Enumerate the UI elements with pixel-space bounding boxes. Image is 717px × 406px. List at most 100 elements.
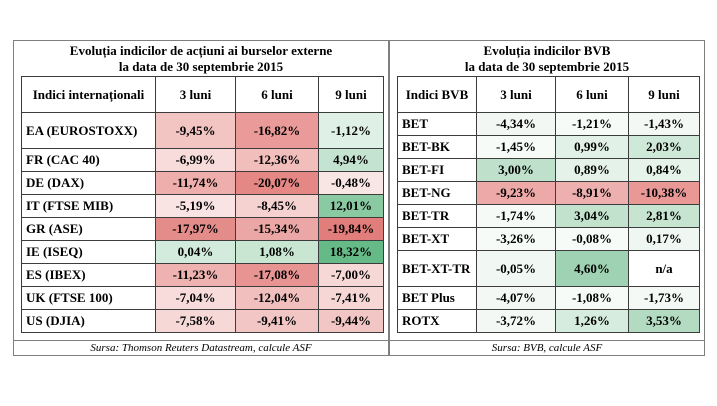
index-name: BET Plus <box>397 286 477 310</box>
index-name: IT (FTSE MIB) <box>21 194 156 218</box>
value-cell: 0,84% <box>628 158 700 182</box>
value-cell: -9,45% <box>155 112 236 149</box>
value-cell: -11,23% <box>155 263 236 287</box>
external-indices-title: Evoluția indicilor de acțiuni ai burselo… <box>14 41 388 76</box>
value-cell: -11,74% <box>155 171 236 195</box>
index-name: DE (DAX) <box>21 171 156 195</box>
value-cell: 0,04% <box>155 240 236 264</box>
value-cell: -15,34% <box>235 217 319 241</box>
table-row: BET-NG -9,23% -8,91% -10,38% <box>397 181 700 205</box>
value-cell: -1,43% <box>628 112 700 136</box>
index-name: BET <box>397 112 477 136</box>
value-cell: -1,08% <box>555 286 629 310</box>
value-cell: 12,01% <box>318 194 384 218</box>
value-cell: -6,99% <box>155 148 236 172</box>
index-name: BET-XT-TR <box>397 250 477 287</box>
value-cell: -17,08% <box>235 263 319 287</box>
table-row: FR (CAC 40) -6,99% -12,36% 4,94% <box>21 148 384 172</box>
header-9-months: 9 luni <box>628 76 700 113</box>
header-6-months: 6 luni <box>235 76 319 113</box>
index-name: ES (IBEX) <box>21 263 156 287</box>
value-cell: -12,36% <box>235 148 319 172</box>
header-3-months: 3 luni <box>155 76 236 113</box>
value-cell: -16,82% <box>235 112 319 149</box>
value-cell: -1,45% <box>476 135 556 159</box>
external-source-note: Sursa: Thomson Reuters Datastream, calcu… <box>14 340 388 355</box>
index-name: GR (ASE) <box>21 217 156 241</box>
value-cell: -0,05% <box>476 250 556 287</box>
table-row: BET -4,34% -1,21% -1,43% <box>397 112 700 136</box>
table-row: ROTX -3,72% 1,26% 3,53% <box>397 309 700 333</box>
value-cell: 3,53% <box>628 309 700 333</box>
index-name: UK (FTSE 100) <box>21 286 156 310</box>
header-indices: Indici internaționali <box>21 76 156 113</box>
external-title-line1: Evoluția indicilor de acțiuni ai burselo… <box>69 43 333 58</box>
table-row: BET Plus -4,07% -1,08% -1,73% <box>397 286 700 310</box>
table-header-row: Indici internaționali 3 luni 6 luni 9 lu… <box>21 76 384 113</box>
value-cell: -19,84% <box>318 217 384 241</box>
value-cell: 2,81% <box>628 204 700 228</box>
bvb-indices-title: Evoluția indicilor BVB la data de 30 sep… <box>390 41 704 76</box>
value-cell: -3,26% <box>476 227 556 251</box>
value-cell: -0,48% <box>318 171 384 195</box>
table-row: BET-BK -1,45% 0,99% 2,03% <box>397 135 700 159</box>
value-cell: 3,04% <box>555 204 629 228</box>
value-cell: 0,99% <box>555 135 629 159</box>
value-cell: -4,34% <box>476 112 556 136</box>
value-cell: -1,12% <box>318 112 384 149</box>
value-cell: -5,19% <box>155 194 236 218</box>
value-cell: 0,17% <box>628 227 700 251</box>
value-cell: -8,45% <box>235 194 319 218</box>
bvb-title-line2: la data de 30 septembrie 2015 <box>464 59 630 74</box>
bvb-source-note: Sursa: BVB, calcule ASF <box>390 340 704 355</box>
header-3-months: 3 luni <box>476 76 556 113</box>
value-cell: -8,91% <box>555 181 629 205</box>
value-cell: -7,00% <box>318 263 384 287</box>
value-cell: -7,04% <box>155 286 236 310</box>
value-cell: 2,03% <box>628 135 700 159</box>
value-cell: 0,89% <box>555 158 629 182</box>
external-indices-panel: Evoluția indicilor de acțiuni ai burselo… <box>13 40 389 356</box>
value-cell: 1,08% <box>235 240 319 264</box>
table-row: BET-FI 3,00% 0,89% 0,84% <box>397 158 700 182</box>
table-row: US (DJIA) -7,58% -9,41% -9,44% <box>21 309 384 333</box>
bvb-indices-table: Indici BVB 3 luni 6 luni 9 luni BET -4,34… <box>397 76 700 333</box>
bvb-indices-panel: Evoluția indicilor BVB la data de 30 sep… <box>389 40 705 356</box>
value-cell: -1,73% <box>628 286 700 310</box>
index-name: US (DJIA) <box>21 309 156 333</box>
index-name: BET-FI <box>397 158 477 182</box>
index-name: EA (EUROSTOXX) <box>21 112 156 149</box>
index-name: FR (CAC 40) <box>21 148 156 172</box>
value-cell: -7,58% <box>155 309 236 333</box>
table-row: IT (FTSE MIB) -5,19% -8,45% 12,01% <box>21 194 384 218</box>
index-name: ROTX <box>397 309 477 333</box>
value-cell: 3,00% <box>476 158 556 182</box>
value-cell: -12,04% <box>235 286 319 310</box>
value-cell: -1,74% <box>476 204 556 228</box>
value-cell: -4,07% <box>476 286 556 310</box>
value-cell: -1,21% <box>555 112 629 136</box>
external-indices-table: Indici internaționali 3 luni 6 luni 9 lu… <box>21 76 384 333</box>
index-name: BET-XT <box>397 227 477 251</box>
value-cell: -17,97% <box>155 217 236 241</box>
value-cell: -9,23% <box>476 181 556 205</box>
table-header-row: Indici BVB 3 luni 6 luni 9 luni <box>397 76 700 113</box>
index-name: IE (ISEQ) <box>21 240 156 264</box>
table-row: IE (ISEQ) 0,04% 1,08% 18,32% <box>21 240 384 264</box>
table-row: BET-XT-TR -0,05% 4,60% n/a <box>397 250 700 287</box>
table-row: ES (IBEX) -11,23% -17,08% -7,00% <box>21 263 384 287</box>
value-cell: n/a <box>628 250 700 287</box>
bvb-title-line1: Evoluția indicilor BVB <box>483 43 611 58</box>
index-name: BET-NG <box>397 181 477 205</box>
value-cell: -20,07% <box>235 171 319 195</box>
index-name: BET-BK <box>397 135 477 159</box>
header-6-months: 6 luni <box>555 76 629 113</box>
table-row: GR (ASE) -17,97% -15,34% -19,84% <box>21 217 384 241</box>
external-title-line2: la data de 30 septembrie 2015 <box>118 59 284 74</box>
table-row: UK (FTSE 100) -7,04% -12,04% -7,41% <box>21 286 384 310</box>
value-cell: 4,60% <box>555 250 629 287</box>
header-9-months: 9 luni <box>318 76 384 113</box>
value-cell: 18,32% <box>318 240 384 264</box>
value-cell: 1,26% <box>555 309 629 333</box>
table-row: DE (DAX) -11,74% -20,07% -0,48% <box>21 171 384 195</box>
